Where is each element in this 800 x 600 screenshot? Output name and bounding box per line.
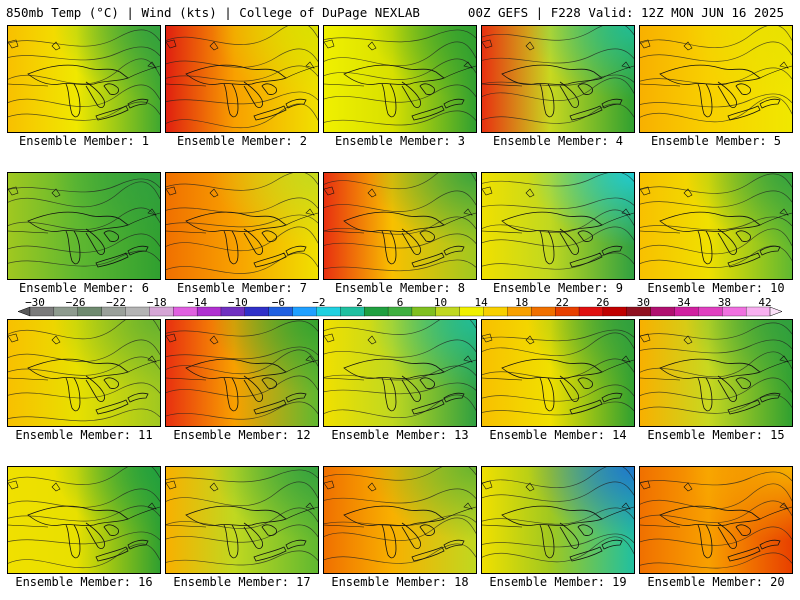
ensemble-member-caption: Ensemble Member: 19: [489, 575, 627, 589]
temperature-field-map: [324, 26, 476, 132]
temperature-colorbar: [17, 306, 783, 317]
ensemble-member-caption: Ensemble Member: 16: [15, 575, 153, 589]
temperature-field-map: [640, 173, 792, 279]
colorbar-tick-label: −6: [271, 296, 285, 309]
temperature-field-map: [8, 26, 160, 132]
ensemble-member-map: [165, 25, 319, 133]
colorbar-tick-label: −22: [106, 296, 127, 309]
colorbar-tick-label: 2: [356, 296, 363, 309]
ensemble-member-caption: Ensemble Member: 14: [489, 428, 627, 442]
colorbar-tick-label: 22: [555, 296, 569, 309]
temperature-field-map: [640, 467, 792, 573]
colorbar-tick-label: −14: [187, 296, 208, 309]
colorbar-swatch: [650, 306, 675, 317]
temperature-field-map: [482, 26, 634, 132]
ensemble-member-caption: Ensemble Member: 5: [650, 134, 782, 148]
colorbar-tick-label: −10: [227, 296, 248, 309]
ensemble-member-map: [7, 25, 161, 133]
ensemble-member-caption: Ensemble Member: 8: [334, 281, 466, 295]
colorbar-tick-label: 38: [717, 296, 732, 309]
ensemble-member-map: [639, 25, 793, 133]
temperature-field-map: [8, 467, 160, 573]
colorbar-tick-label: −30: [25, 296, 45, 309]
ensemble-member-map: [165, 466, 319, 574]
temperature-field-map: [324, 467, 476, 573]
ensemble-member-caption: Ensemble Member: 7: [176, 281, 308, 295]
map-title: 850mb Temp (°C) | Wind (kts) | College o…: [6, 5, 420, 20]
ensemble-member-map: [481, 319, 635, 427]
ensemble-member-map: [323, 319, 477, 427]
temperature-field-map: [166, 467, 318, 573]
colorbar-labels: −30 −26 −22 −18 −14 −10 −6 −2 2 6 10 14 18 22 26 30 34 38…: [0, 296, 800, 309]
ensemble-member-caption: Ensemble Member: 1: [18, 134, 150, 148]
ensemble-member-caption: Ensemble Member: 11: [15, 428, 153, 442]
ensemble-member-caption: Ensemble Member: 13: [331, 428, 469, 442]
colorbar-tick-label: 18: [515, 296, 529, 309]
temperature-field-map: [640, 26, 792, 132]
colorbar-swatch: [531, 306, 556, 317]
model-valid-time: 00Z GEFS | F228 Valid: 12Z MON JUN 16 20…: [467, 5, 784, 20]
ensemble-member-caption: Ensemble Member: 6: [18, 281, 150, 295]
temperature-field-map: [324, 173, 476, 279]
temperature-field-map: [8, 173, 160, 279]
colorbar-tick-label: 6: [396, 296, 404, 309]
temperature-field-map: [166, 173, 318, 279]
colorbar-swatch: [364, 306, 389, 317]
ensemble-member-map: [323, 172, 477, 280]
ensemble-member-map: [165, 172, 319, 280]
ensemble-member-map: [639, 319, 793, 427]
ensemble-member-map: [323, 466, 477, 574]
ensemble-member-map: [639, 172, 793, 280]
colorbar-tick-label: 10: [433, 296, 448, 309]
ensemble-member-map: [481, 466, 635, 574]
colorbar-tick-label: 30: [636, 296, 650, 309]
colorbar-tick-label: 26: [596, 296, 610, 309]
colorbar-tick-label: 42: [758, 296, 772, 309]
ensemble-member-map: [7, 319, 161, 427]
ensemble-member-caption: Ensemble Member: 10: [647, 281, 785, 295]
ensemble-member-caption: Ensemble Member: 17: [173, 575, 311, 589]
ensemble-member-caption: Ensemble Member: 9: [492, 281, 624, 295]
temperature-field-map: [166, 26, 318, 132]
ensemble-member-map: [165, 319, 319, 427]
colorbar-tick-label: −26: [65, 296, 86, 309]
temperature-field-map: [482, 173, 634, 279]
colorbar-tick-label: −2: [312, 296, 326, 309]
ensemble-member-caption: Ensemble Member: 20: [647, 575, 785, 589]
colorbar-tick-label: 14: [474, 296, 488, 309]
ensemble-member-map: [481, 172, 635, 280]
colorbar-tick-label: −18: [146, 296, 167, 309]
ensemble-member-map: [639, 466, 793, 574]
temperature-field-map: [482, 467, 634, 573]
ensemble-member-map: [7, 466, 161, 574]
ensemble-member-map: [7, 172, 161, 280]
ensemble-member-map: [323, 25, 477, 133]
ensemble-member-caption: Ensemble Member: 3: [334, 134, 466, 148]
ensemble-member-caption: Ensemble Member: 2: [176, 134, 308, 148]
ensemble-member-caption: Ensemble Member: 4: [492, 134, 624, 148]
ensemble-member-caption: Ensemble Member: 18: [331, 575, 469, 589]
ensemble-member-map: [481, 25, 635, 133]
colorbar-swatch: [411, 306, 437, 317]
colorbar-tick-label: 34: [677, 296, 691, 309]
temperature-field-map: [482, 320, 634, 426]
ensemble-member-caption: Ensemble Member: 12: [173, 428, 311, 442]
temperature-field-map: [166, 320, 318, 426]
colorbar-max-arrow: [769, 306, 783, 317]
colorbar-swatch: [244, 306, 270, 317]
temperature-field-map: [640, 320, 792, 426]
temperature-field-map: [8, 320, 160, 426]
temperature-field-map: [324, 320, 476, 426]
ensemble-member-caption: Ensemble Member: 15: [647, 428, 785, 442]
